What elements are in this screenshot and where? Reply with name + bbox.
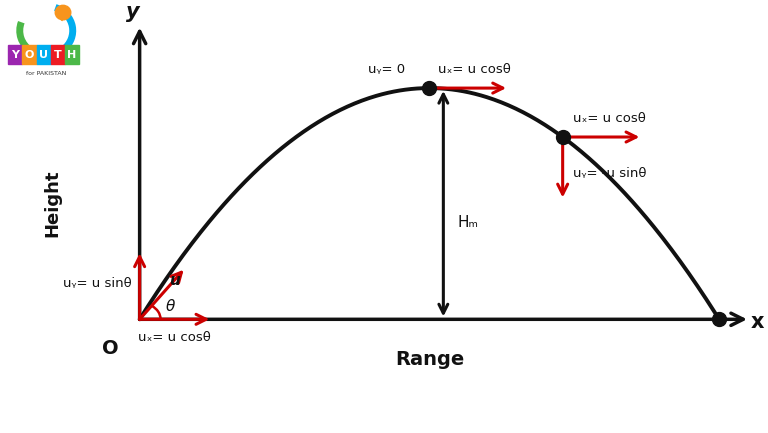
Text: O: O (102, 339, 119, 358)
Text: Hₘ: Hₘ (457, 215, 478, 229)
Bar (8, 45, 22, 64)
Bar (37, 45, 51, 64)
Text: U: U (39, 49, 48, 59)
Text: Height: Height (43, 170, 61, 237)
Text: uᵧ= u sinθ: uᵧ= u sinθ (62, 277, 131, 290)
Text: Y: Y (12, 49, 19, 59)
Text: uₓ= u cosθ: uₓ= u cosθ (438, 63, 511, 76)
Text: y: y (126, 2, 140, 22)
Text: for PAKISTAN: for PAKISTAN (26, 71, 66, 76)
Text: Range: Range (395, 349, 464, 368)
Text: uᵧ= 0: uᵧ= 0 (368, 63, 405, 76)
Text: https://youthforpakistan.org: https://youthforpakistan.org (219, 399, 549, 419)
Text: uᵧ= -u sinθ: uᵧ= -u sinθ (573, 167, 647, 180)
Text: x: x (750, 312, 764, 332)
Text: T: T (54, 49, 61, 59)
Text: H: H (68, 49, 77, 59)
Text: uₓ= u cosθ: uₓ= u cosθ (573, 112, 646, 125)
Text: O: O (25, 49, 34, 59)
Text: uₓ= u cosθ: uₓ= u cosθ (138, 331, 211, 344)
Text: θ: θ (166, 299, 176, 314)
Circle shape (55, 5, 71, 20)
Bar (22, 45, 37, 64)
Text: u: u (169, 273, 180, 288)
Bar (51, 45, 65, 64)
Bar (65, 45, 79, 64)
